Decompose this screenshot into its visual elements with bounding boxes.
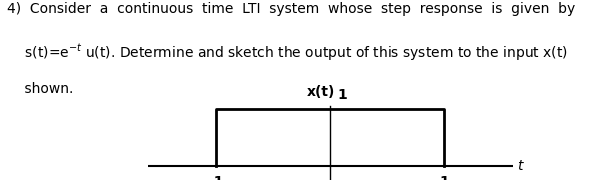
Text: 4)  Consider  a  continuous  time  LTI  system  whose  step  response  is  given: 4) Consider a continuous time LTI system… [7, 2, 575, 16]
Text: 1: 1 [337, 88, 347, 102]
Text: 1: 1 [439, 176, 449, 180]
Text: s(t)=e$^{-t}$ u(t). Determine and sketch the output of this system to the input : s(t)=e$^{-t}$ u(t). Determine and sketch… [7, 42, 569, 63]
Text: t: t [517, 159, 523, 173]
Text: x(t): x(t) [307, 85, 335, 99]
Text: shown.: shown. [7, 82, 74, 96]
Text: -1: -1 [208, 176, 224, 180]
